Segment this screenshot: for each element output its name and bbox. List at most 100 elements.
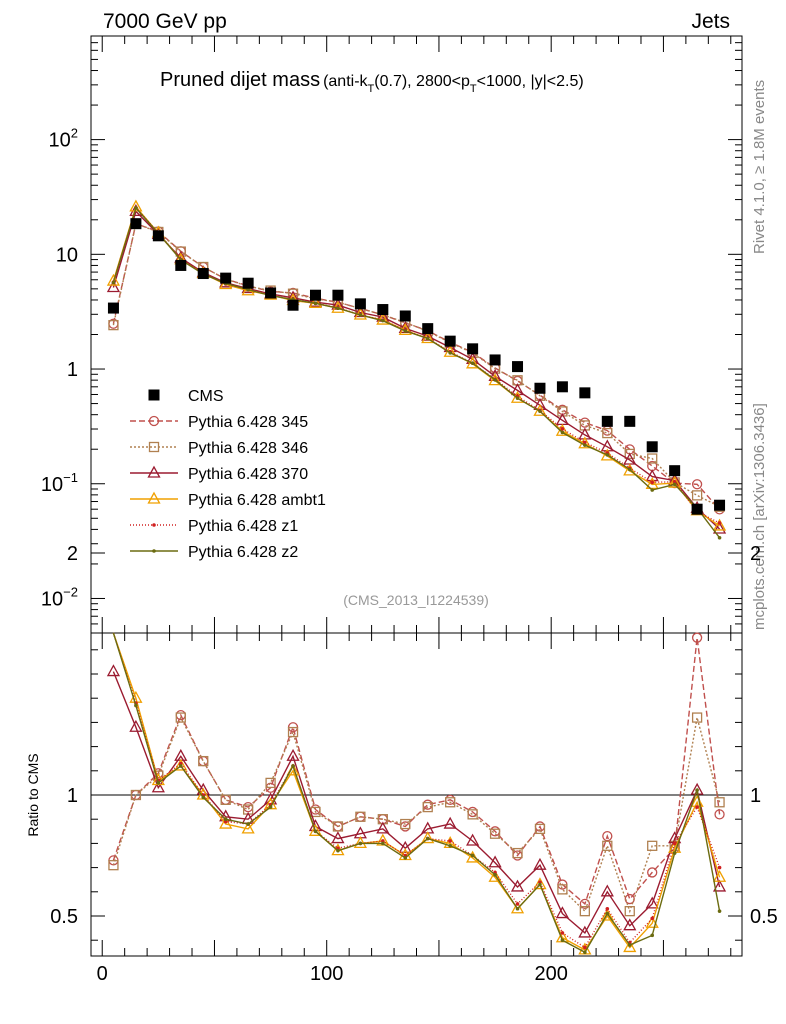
ratio-series-point bbox=[398, 840, 412, 853]
ratio-series-point bbox=[308, 823, 323, 836]
legend: CMS Pythia 6.428 345 Pythia 6.428 346 Pythi… bbox=[130, 388, 326, 561]
ratio-series-point bbox=[489, 828, 501, 839]
main-series-point bbox=[448, 351, 452, 355]
main-series-point bbox=[650, 488, 655, 492]
ratio-series-point bbox=[151, 780, 165, 793]
main-series-point bbox=[583, 440, 587, 445]
mcplots-label: mcplots.cern.ch [arXiv:1306.3436] bbox=[751, 403, 768, 630]
ratio-series-point bbox=[583, 950, 587, 955]
main-ytick-label: 10−2 bbox=[41, 584, 78, 610]
main-series-point bbox=[602, 427, 613, 439]
ratio-series-point bbox=[223, 817, 228, 821]
cms-data-point bbox=[309, 289, 321, 301]
main-series-point bbox=[336, 306, 340, 311]
cms-data-point bbox=[579, 387, 591, 399]
cms-data-point bbox=[422, 323, 434, 335]
ratio-series-point bbox=[560, 938, 565, 942]
ratio-series-point bbox=[332, 821, 344, 832]
main-series-point bbox=[712, 518, 727, 531]
ratio-series-point bbox=[672, 851, 677, 855]
analysis-id: (CMS_2013_I1224539) bbox=[343, 592, 489, 608]
ratio-series-point bbox=[246, 822, 250, 826]
main-series-point bbox=[583, 443, 587, 447]
ratio-series-point bbox=[600, 908, 614, 921]
main-series-point bbox=[425, 336, 430, 341]
ratio-series-point bbox=[130, 789, 142, 801]
ratio-series-point bbox=[691, 712, 703, 723]
legend-marker bbox=[147, 491, 161, 504]
cms-data-point bbox=[691, 503, 703, 515]
main-series-point bbox=[717, 521, 722, 525]
legend-marker bbox=[148, 441, 160, 453]
ratio-series-point bbox=[331, 831, 345, 844]
main-series-line bbox=[112, 222, 721, 510]
ratio-series-point bbox=[466, 850, 480, 863]
cms-data-point bbox=[152, 230, 164, 242]
ratio-series-point bbox=[353, 836, 367, 849]
ratio-series-point bbox=[605, 911, 610, 916]
cms-data-point bbox=[197, 268, 209, 280]
cms-data-point bbox=[242, 277, 254, 289]
ratio-series-point bbox=[174, 758, 188, 771]
ratio-series-point bbox=[336, 848, 340, 853]
ratio-series-point bbox=[515, 906, 520, 911]
cms-data-point bbox=[287, 299, 299, 311]
ratio-series-point bbox=[445, 797, 456, 808]
ratio-series-line bbox=[112, 637, 721, 906]
main-series-point bbox=[560, 430, 565, 435]
ratio-series-point bbox=[156, 781, 161, 785]
main-ytick-label: 102 bbox=[49, 126, 78, 152]
cms-data-point bbox=[130, 218, 142, 230]
ratio-series-point bbox=[381, 841, 385, 846]
legend-label: Pythia 6.428 345 bbox=[188, 414, 308, 431]
rivet-label: Rivet 4.1.0, ≥ 1.8M events bbox=[751, 80, 768, 254]
ratio-ytick-label: 2 bbox=[67, 543, 78, 565]
ratio-series-point bbox=[467, 809, 478, 820]
main-series-point bbox=[493, 378, 497, 382]
ratio-series-point bbox=[538, 882, 542, 887]
ratio-series-point bbox=[198, 755, 209, 767]
ratio-series-point bbox=[647, 840, 658, 851]
ratio-series-point bbox=[645, 896, 659, 909]
main-series-point bbox=[647, 453, 658, 464]
legend-marker bbox=[152, 523, 156, 527]
ratio-series-point bbox=[714, 797, 725, 808]
title-sub-mid: (0.7), 2800<p bbox=[374, 73, 470, 90]
cms-data-point bbox=[399, 310, 411, 322]
ratio-series-point bbox=[647, 867, 658, 878]
cms-data-point bbox=[354, 298, 366, 310]
ratio-series-point bbox=[695, 805, 699, 809]
ratio-series-point bbox=[175, 712, 186, 723]
ratio-series-point bbox=[108, 860, 119, 871]
main-series-point bbox=[129, 199, 143, 212]
legend-marker bbox=[147, 465, 161, 478]
main-series-point bbox=[470, 361, 475, 365]
ratio-series-point bbox=[220, 794, 231, 805]
cms-data-point bbox=[220, 272, 232, 284]
ratio-series-point bbox=[600, 884, 614, 897]
xtick-label: 100 bbox=[310, 963, 343, 985]
main-series-point bbox=[510, 383, 525, 396]
main-series-point bbox=[691, 479, 703, 490]
ratio-series-point bbox=[672, 841, 677, 846]
main-series-point bbox=[579, 417, 591, 428]
ratio-series-point bbox=[466, 833, 480, 846]
ratio-series-point bbox=[488, 855, 502, 868]
cms-data-point bbox=[512, 361, 524, 373]
ratio-series-point bbox=[313, 829, 318, 834]
ratio-series-point bbox=[578, 925, 592, 938]
legend-label: Pythia 6.428 ambt1 bbox=[188, 492, 326, 509]
legend-label: Pythia 6.428 z1 bbox=[188, 518, 298, 535]
ratio-series-point bbox=[534, 823, 546, 835]
ratio-series-point bbox=[515, 902, 520, 906]
ratio-series-point bbox=[714, 809, 725, 820]
main-series-point bbox=[108, 319, 119, 331]
cms-data-point bbox=[489, 354, 501, 366]
main-series-point bbox=[134, 206, 138, 210]
ratio-series-point bbox=[198, 755, 209, 767]
ratio-series-point bbox=[422, 801, 433, 813]
cms-data-point bbox=[467, 343, 479, 355]
ratio-series bbox=[106, 632, 727, 955]
ratio-series-point bbox=[220, 794, 231, 805]
